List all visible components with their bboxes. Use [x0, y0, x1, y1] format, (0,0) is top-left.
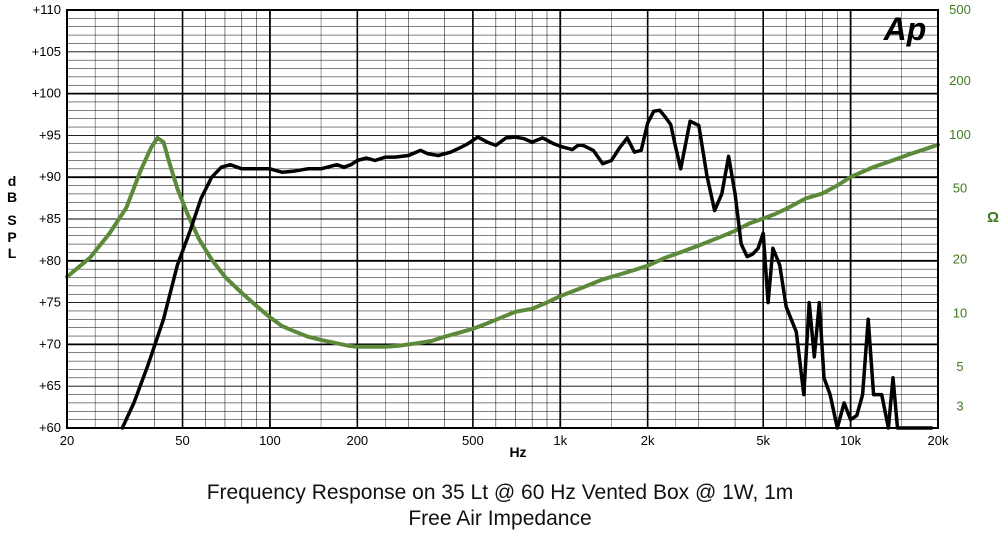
ap-logo: Ap	[883, 11, 927, 47]
x-tick-label: 2k	[641, 433, 655, 448]
y2-tick-label: 20	[953, 252, 967, 267]
y-axis-title-char: B	[7, 189, 17, 205]
x-tick-label: 200	[346, 433, 368, 448]
y2-tick-label: 5	[956, 359, 963, 374]
frequency-response-chart: 20 50 100 200 500 1k 2k 5k 10k 20k +60 +65 +70 +75 +80…	[7, 2, 999, 460]
right-axis-title: Ω	[987, 209, 999, 226]
x-tick-label: 5k	[756, 433, 770, 448]
y-tick-label: +65	[39, 378, 61, 393]
y-tick-label: +100	[32, 86, 61, 101]
y-tick-label: +105	[32, 44, 61, 59]
x-axis-title: Hz	[509, 444, 526, 460]
y-axis-title-char: S	[7, 212, 16, 228]
y-axis-title-char: d	[8, 173, 17, 189]
y-tick-label: +85	[39, 211, 61, 226]
impedance-series	[65, 136, 940, 349]
y2-tick-label: 100	[949, 127, 971, 142]
y2-tick-label: 3	[956, 399, 963, 414]
plot-frame	[66, 9, 939, 429]
x-tick-label: 10k	[840, 433, 861, 448]
chart-subtitle: Free Air Impedance	[408, 507, 592, 530]
x-tick-label: 20	[60, 433, 74, 448]
y2-tick-label: 500	[949, 2, 971, 17]
y-tick-label: +95	[39, 127, 61, 142]
spl-line	[120, 108, 934, 430]
y-tick-label: +110	[33, 2, 61, 17]
plot-border	[66, 9, 939, 429]
y2-tick-label: 50	[953, 181, 967, 196]
x-tick-label: 500	[462, 433, 484, 448]
y-axis-title-char: L	[8, 245, 17, 261]
spl-series	[120, 108, 934, 430]
x-tick-label: 20k	[928, 433, 949, 448]
axis-labels: 20 50 100 200 500 1k 2k 5k 10k 20k +60 +65 +70 +75 +80…	[7, 2, 971, 448]
y-tick-label: +90	[39, 169, 61, 184]
y-tick-label: +60	[39, 420, 61, 435]
y-tick-label: +75	[39, 295, 61, 310]
y2-tick-label: 10	[953, 305, 967, 320]
chart-title: Frequency Response on 35 Lt @ 60 Hz Vent…	[206, 481, 794, 504]
y2-tick-label: 200	[949, 73, 971, 88]
x-tick-label: 1k	[553, 433, 567, 448]
impedance-line	[65, 136, 940, 349]
y-tick-label: +70	[39, 336, 61, 351]
chart-grid	[66, 9, 939, 429]
x-tick-label: 100	[259, 433, 281, 448]
y-axis-title-char: P	[7, 229, 16, 245]
y-tick-label: +80	[39, 253, 61, 268]
x-tick-label: 50	[175, 433, 189, 448]
